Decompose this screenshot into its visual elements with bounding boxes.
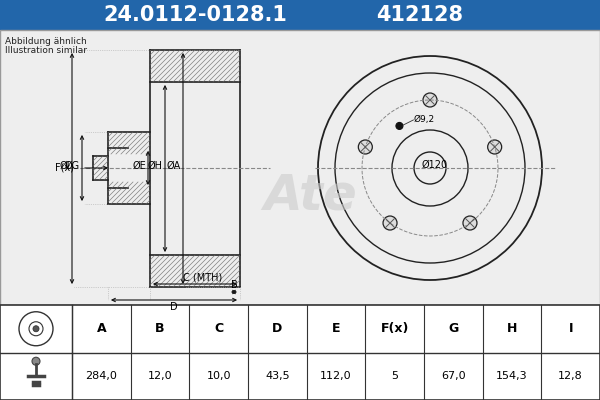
Text: 43,5: 43,5 [265, 371, 290, 381]
Circle shape [383, 216, 397, 230]
Circle shape [423, 93, 437, 107]
Bar [0, 30, 600, 305]
Text: 154,3: 154,3 [496, 371, 528, 381]
Circle shape [463, 216, 477, 230]
Text: D: D [170, 302, 178, 312]
Text: G: G [448, 322, 458, 335]
Text: Ø9,2: Ø9,2 [413, 116, 434, 124]
Text: 412128: 412128 [377, 5, 464, 25]
Circle shape [33, 326, 39, 332]
Text: ØA: ØA [167, 161, 181, 171]
Text: A: A [97, 322, 106, 335]
Circle shape [396, 122, 403, 130]
Text: 12,0: 12,0 [148, 371, 172, 381]
Text: E: E [332, 322, 340, 335]
Bar [0, 0, 600, 30]
Text: Ø120: Ø120 [422, 160, 448, 170]
Text: F(x): F(x) [55, 163, 74, 173]
Text: Ate: Ate [263, 171, 357, 219]
Text: B: B [155, 322, 165, 335]
Text: I: I [568, 322, 573, 335]
Text: 112,0: 112,0 [320, 371, 352, 381]
Text: 5: 5 [391, 371, 398, 381]
Text: 12,8: 12,8 [558, 371, 583, 381]
Circle shape [488, 140, 502, 154]
Text: 24.0112-0128.1: 24.0112-0128.1 [103, 5, 287, 25]
Text: ØH: ØH [148, 161, 163, 171]
Text: Illustration similar: Illustration similar [5, 46, 87, 55]
Circle shape [32, 357, 40, 365]
Circle shape [358, 140, 373, 154]
Text: 284,0: 284,0 [85, 371, 117, 381]
Bar [0, 305, 600, 400]
Text: B: B [230, 280, 238, 290]
Bar [0, 305, 600, 400]
Text: 67,0: 67,0 [441, 371, 466, 381]
Text: F(x): F(x) [380, 322, 409, 335]
Text: 10,0: 10,0 [206, 371, 231, 381]
Text: D: D [272, 322, 283, 335]
Text: ØG: ØG [65, 161, 80, 171]
Text: ØE: ØE [132, 161, 146, 171]
Text: H: H [507, 322, 517, 335]
Text: C: C [214, 322, 223, 335]
Text: ØI: ØI [59, 161, 70, 171]
Text: C (MTH): C (MTH) [184, 272, 223, 282]
Bar [0, 30, 600, 305]
Text: Abbildung ähnlich: Abbildung ähnlich [5, 37, 87, 46]
